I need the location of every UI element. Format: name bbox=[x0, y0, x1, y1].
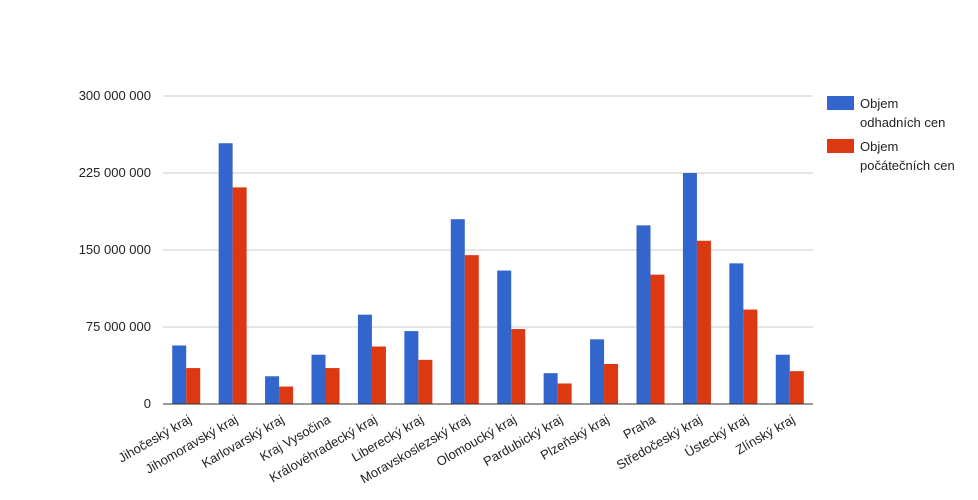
bar-pocatecni bbox=[279, 386, 294, 404]
bars bbox=[172, 143, 804, 404]
bar-odhadni bbox=[590, 339, 605, 404]
legend-label: Objem bbox=[860, 139, 898, 154]
bar-odhadni bbox=[311, 354, 326, 404]
bar-odhadni bbox=[450, 219, 465, 404]
bar-pocatecni bbox=[604, 363, 619, 404]
bar-pocatecni bbox=[696, 240, 711, 404]
bar-odhadni bbox=[172, 345, 187, 404]
bar-pocatecni bbox=[464, 255, 479, 404]
bar-odhadni bbox=[218, 143, 233, 404]
y-tick-label: 150 000 000 bbox=[79, 242, 151, 257]
legend-label: Objem bbox=[860, 96, 898, 111]
bar-odhadni bbox=[543, 373, 558, 404]
legend-swatch bbox=[827, 96, 854, 110]
y-tick-label: 300 000 000 bbox=[79, 88, 151, 103]
gridlines bbox=[163, 95, 813, 328]
legend-label: počátečních cen bbox=[860, 158, 955, 173]
bar-pocatecni bbox=[789, 371, 804, 404]
bar-odhadni bbox=[775, 354, 790, 404]
y-tick-label: 75 000 000 bbox=[86, 319, 151, 334]
bar-odhadni bbox=[497, 270, 512, 404]
bar-pocatecni bbox=[371, 346, 386, 404]
legend: Objem odhadních cen Objem počátečních cen bbox=[827, 96, 955, 173]
y-tick-label: 0 bbox=[144, 396, 151, 411]
bar-odhadni bbox=[729, 263, 744, 404]
bar-odhadni bbox=[636, 225, 651, 404]
bar-pocatecni bbox=[325, 368, 340, 404]
legend-item: Objem odhadních cen bbox=[827, 96, 945, 130]
bar-pocatecni bbox=[557, 383, 572, 404]
bar-pocatecni bbox=[232, 187, 247, 404]
bar-pocatecni bbox=[511, 329, 526, 404]
legend-label: odhadních cen bbox=[860, 115, 945, 130]
bar-odhadni bbox=[404, 331, 419, 404]
bar-odhadni bbox=[682, 173, 697, 404]
bar-odhadni bbox=[357, 314, 372, 404]
legend-swatch bbox=[827, 139, 854, 153]
bar-pocatecni bbox=[186, 368, 201, 404]
legend-item: Objem počátečních cen bbox=[827, 139, 955, 173]
bar-pocatecni bbox=[650, 274, 665, 404]
bar-odhadni bbox=[265, 376, 280, 404]
bar-pocatecni bbox=[743, 309, 758, 404]
y-tick-label: 225 000 000 bbox=[79, 165, 151, 180]
y-axis-ticks: 0 75 000 000 150 000 000 225 000 000 300 000… bbox=[79, 88, 151, 411]
bar-pocatecni bbox=[418, 359, 433, 404]
